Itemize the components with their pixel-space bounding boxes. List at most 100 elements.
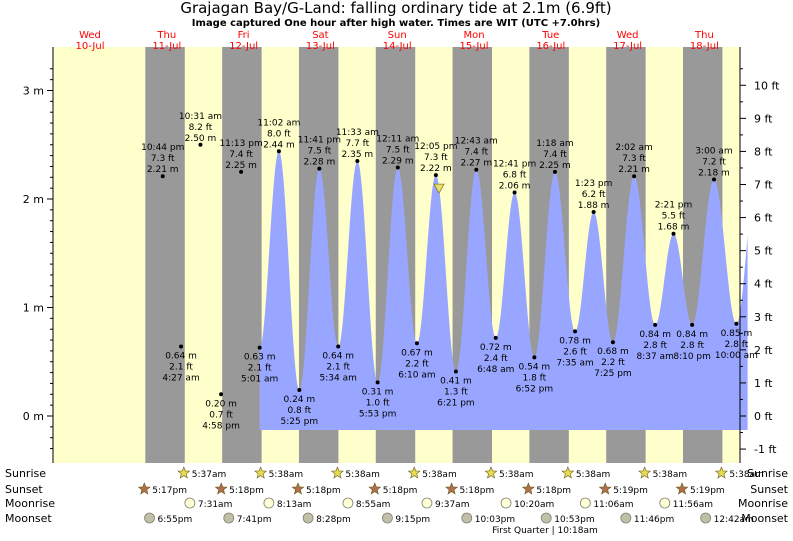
low-tide-feet: 1.0 ft (366, 398, 390, 408)
sunrise-icon (714, 466, 728, 479)
tide-extreme-point (160, 174, 165, 179)
low-tide-time: 5:53 pm (359, 409, 397, 419)
high-tide-metres: 1.88 m (578, 201, 610, 211)
sunrise-icon (330, 466, 344, 479)
tide-extreme-point (573, 329, 578, 334)
y-right-tick-label: 0 ft (754, 410, 773, 423)
high-tide-feet: 8.2 ft (189, 123, 213, 133)
moonset-time: 11:46pm (634, 515, 674, 525)
moonrise-icon (263, 497, 275, 509)
high-tide-time: 12:11 am (376, 135, 419, 145)
moonrise-icon (579, 497, 591, 509)
almanac-row-label-right: Moonrise (738, 497, 788, 510)
day-weekday: Mon (463, 30, 484, 41)
tide-extreme-point (712, 177, 716, 182)
sunset-time: 5:19pm (613, 486, 648, 496)
sunset-icon (137, 482, 151, 495)
high-tide-time: 12:43 am (455, 137, 498, 147)
night-band (145, 47, 185, 463)
low-tide-time: 5:34 am (320, 374, 357, 384)
axes: 0 m 1 m 2 m 3 m -1 ft 0 ft 1 ft 2 ft 3 ft 4 ft 5 f… (23, 47, 780, 463)
day-date: 12-Jul (229, 41, 258, 52)
tide-extreme-point (297, 387, 302, 392)
day-date: 18-Jul (690, 41, 719, 52)
low-tide-metres: 0.84 m (676, 330, 708, 340)
low-tide-feet: 0.7 ft (209, 410, 233, 420)
low-tide-metres: 0.72 m (480, 343, 512, 353)
low-tide-time: 6:52 pm (516, 384, 554, 394)
y-right-tick-label: 5 ft (754, 245, 773, 258)
low-tide-time: 7:25 pm (594, 369, 632, 379)
low-tide-time: 6:10 am (398, 370, 435, 380)
tide-extreme-point (198, 142, 203, 147)
moonrise-time: 11:56am (673, 500, 713, 510)
sunrise-time: 5:38am (499, 470, 534, 480)
moonset-icon (540, 512, 552, 524)
sunset-time: 5:18pm (383, 486, 418, 496)
high-tide-metres: 2.35 m (342, 150, 374, 160)
almanac-row-label-left: Sunrise (5, 467, 46, 480)
moonrise-icon (342, 497, 354, 509)
y-left-tick-label: 2 m (23, 193, 44, 206)
moonrise-time: 8:55am (356, 500, 391, 510)
low-tide-feet: 2.6 ft (563, 347, 587, 357)
y-left-tick-label: 0 m (23, 410, 44, 423)
sunset-time: 5:19pm (690, 486, 725, 496)
moonrise-time: 11:06am (593, 500, 633, 510)
day-date: 14-Jul (383, 41, 412, 52)
tide-extreme-point (414, 341, 419, 346)
tide-extreme-point (355, 159, 360, 164)
low-tide-feet: 2.1 ft (326, 363, 350, 373)
y-right-tick-label: 1 ft (754, 377, 773, 390)
tide-extreme-point (690, 322, 695, 327)
high-tide-metres: 2.29 m (382, 157, 414, 167)
low-tide-metres: 0.78 m (559, 336, 591, 346)
sunset-time: 5:18pm (229, 486, 264, 496)
low-tide-metres: 0.41 m (440, 377, 472, 387)
high-tide-feet: 7.7 ft (346, 139, 370, 149)
chart-subtitle: Image captured One hour after high water… (192, 18, 600, 29)
moonrise-icon (659, 497, 671, 509)
day-date: 13-Jul (306, 41, 335, 52)
moonset-time: 12:42am (714, 515, 754, 525)
almanac-row-label-right: Sunset (750, 483, 788, 496)
sunrise-time: 5:38am (729, 470, 764, 480)
moon-phase-note: First Quarter | 10:18am (492, 526, 598, 536)
low-tide-metres: 0.31 m (362, 387, 394, 397)
low-tide-metres: 0.63 m (244, 353, 276, 363)
tide-extreme-point (239, 169, 244, 174)
sunrise-icon (484, 466, 498, 479)
sunset-time: 5:18pm (536, 486, 571, 496)
low-tide-time: 5:25 pm (281, 417, 319, 427)
high-tide-feet: 7.5 ft (386, 146, 410, 156)
tide-extreme-point (671, 231, 676, 236)
high-tide-feet: 7.4 ft (464, 148, 488, 158)
low-tide-metres: 0.84 m (639, 330, 671, 340)
low-tide-time: 5:01 am (241, 375, 278, 385)
low-tide-feet: 1.8 ft (523, 373, 547, 383)
low-tide-metres: 0.24 m (283, 395, 315, 405)
y-left-tick-label: 3 m (23, 85, 44, 98)
high-tide-metres: 2.44 m (263, 140, 295, 150)
tide-extreme-point (474, 167, 479, 172)
high-tide-time: 12:05 pm (414, 142, 457, 152)
day-date: 11-Jul (152, 41, 181, 52)
day-weekday: Fri (238, 30, 250, 41)
high-tide-metres: 2.21 m (618, 165, 650, 175)
y-right-tick-label: 6 ft (754, 212, 773, 225)
moonset-icon (381, 512, 393, 524)
day-weekday: Sat (312, 30, 328, 41)
low-tide-feet: 2.8 ft (680, 341, 704, 351)
tide-extreme-point (493, 335, 498, 340)
moonset-icon (302, 512, 314, 524)
high-tide-time: 11:41 pm (298, 136, 341, 146)
tide-extreme-point (532, 355, 537, 360)
day-weekday: Sun (388, 30, 407, 41)
moonset-icon (144, 512, 155, 524)
low-tide-metres: 0.20 m (205, 399, 237, 409)
y-right-tick-label: 8 ft (754, 145, 773, 158)
moonset-icon (620, 512, 632, 524)
high-tide-metres: 2.18 m (698, 168, 730, 178)
sunrise-icon (561, 466, 575, 479)
